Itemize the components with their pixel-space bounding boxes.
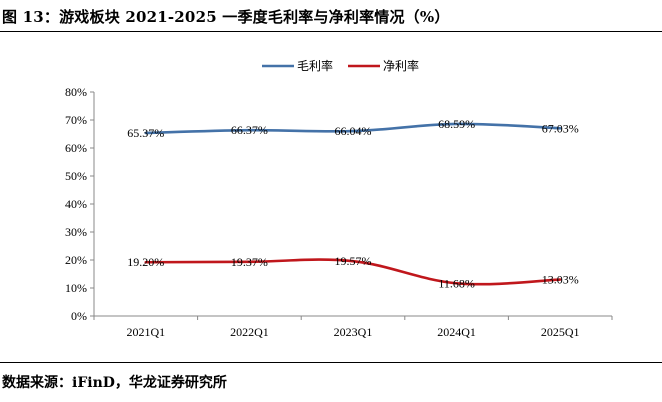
data-label: 67.03% (542, 121, 579, 135)
data-label: 68.59% (438, 117, 475, 131)
y-tick-label: 60% (65, 141, 87, 155)
x-tick-label: 2022Q1 (230, 325, 269, 339)
data-label: 66.04% (335, 124, 372, 138)
y-tick-label: 0% (71, 309, 87, 323)
series-line-net-margin (144, 258, 562, 286)
y-tick-label: 50% (65, 169, 87, 183)
x-tick-label: 2021Q1 (126, 325, 165, 339)
y-tick-label: 20% (65, 253, 87, 267)
legend-label-net-margin: 净利率 (383, 58, 419, 73)
y-tick-label: 40% (65, 197, 87, 211)
data-label: 65.37% (127, 126, 164, 140)
x-tick-label: 2025Q1 (541, 325, 580, 339)
data-label: 19.57% (335, 254, 372, 268)
data-label: 11.68% (438, 276, 475, 290)
margin-line-chart: 0% 10% 20% 30% 40% 50% 60% 70% 80% 2021Q1 2022Q1 20… (65, 58, 613, 339)
data-label: 19.20% (127, 255, 164, 269)
y-tick-label: 80% (65, 85, 87, 99)
legend-label-gross-margin: 毛利率 (297, 58, 333, 73)
series-line-gross-margin (144, 122, 562, 135)
x-tick-label: 2023Q1 (334, 325, 373, 339)
data-label: 19.37% (231, 255, 268, 269)
y-tick-label: 30% (65, 225, 87, 239)
y-tick-label: 10% (65, 281, 87, 295)
bottom-rule (0, 362, 662, 363)
data-label: 13.03% (542, 273, 579, 287)
figure-title: 图 13：游戏板块 2021-2025 一季度毛利率与净利率情况（%） (2, 8, 450, 26)
y-tick-label: 70% (65, 113, 87, 127)
x-tick-label: 2024Q1 (437, 325, 476, 339)
top-rule (0, 31, 662, 32)
data-source: 数据来源：iFinD，华龙证券研究所 (2, 375, 227, 391)
data-label: 66.37% (231, 123, 268, 137)
